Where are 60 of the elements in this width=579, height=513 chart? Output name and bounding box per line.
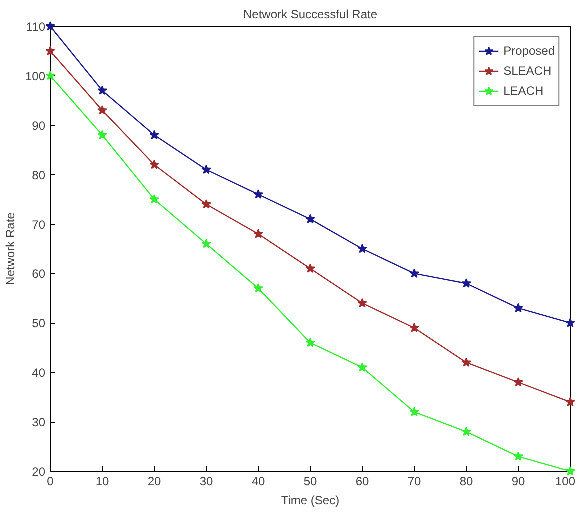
point [46, 21, 56, 31]
x-axis-title: Time (Sec) [281, 494, 340, 508]
x-tick-label: 40 [252, 474, 266, 488]
point [254, 190, 264, 199]
point [306, 338, 316, 348]
legend-label: LEACH [504, 84, 544, 98]
y-tick-label: 80 [32, 168, 46, 182]
point [410, 268, 420, 278]
point [566, 466, 575, 476]
point [98, 130, 108, 140]
point [98, 86, 108, 96]
point [410, 323, 420, 332]
point [202, 238, 212, 248]
point [514, 377, 524, 387]
x-tick-label: 80 [460, 474, 474, 488]
point [306, 264, 316, 274]
y-tick-label: 100 [25, 69, 46, 84]
point [358, 362, 368, 372]
point [514, 452, 524, 461]
point [462, 278, 472, 288]
x-tick-label: 90 [512, 474, 526, 488]
x-tick-label: 0 [47, 474, 54, 488]
point [514, 303, 524, 313]
point [254, 229, 264, 238]
x-tick-label: 10 [96, 474, 110, 488]
point [462, 358, 472, 367]
point [46, 70, 56, 80]
point [98, 105, 108, 115]
x-tick-label: 100 [555, 474, 576, 488]
point [566, 318, 575, 328]
y-tick-label: 110 [26, 20, 46, 34]
point [410, 407, 420, 416]
point [254, 283, 264, 293]
point [566, 397, 575, 407]
y-tick-label: 60 [32, 267, 46, 282]
x-tick-label: 20 [148, 474, 162, 488]
point [358, 244, 368, 254]
point [150, 130, 160, 140]
legend-label: Proposed [504, 44, 555, 58]
x-tick-label: 30 [200, 474, 214, 488]
point [150, 194, 160, 204]
point [462, 426, 472, 436]
x-tick-label: 70 [408, 474, 422, 488]
x-tick-label: 50 [304, 474, 318, 488]
point [46, 46, 56, 56]
legend-label: SLEACH [504, 64, 552, 78]
y-tick-label: 70 [32, 218, 46, 232]
y-tick-label: 30 [32, 416, 46, 430]
point [306, 214, 316, 224]
point [202, 164, 212, 174]
y-tick-label: 40 [32, 366, 46, 380]
y-tick-label: 50 [32, 316, 46, 331]
point [358, 298, 368, 308]
x-tick-label: 60 [356, 474, 370, 488]
point [150, 160, 160, 170]
point [202, 199, 212, 209]
y-tick-label: 20 [32, 465, 46, 479]
chart-title: Network Successful Rate [243, 8, 378, 22]
y-tick-label: 90 [32, 118, 46, 133]
y-axis-title: Network Rate [3, 212, 18, 286]
